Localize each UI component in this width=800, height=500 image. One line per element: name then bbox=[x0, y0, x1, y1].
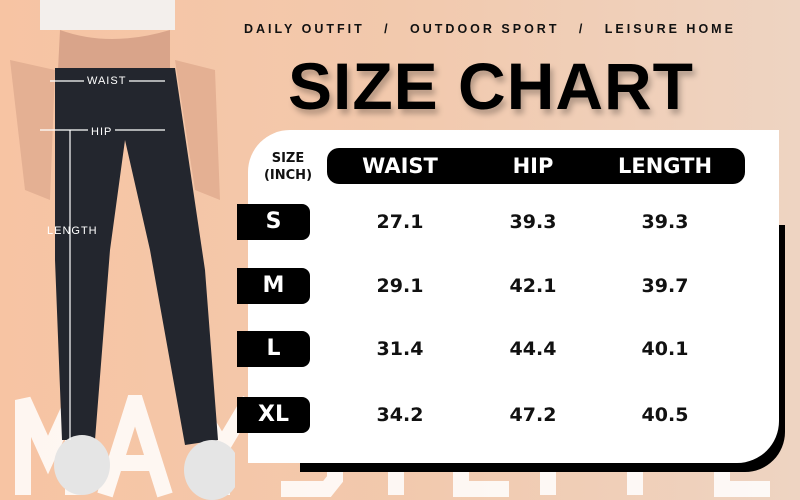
watermark-glyph bbox=[97, 395, 173, 498]
waist-measure-label: WAIST bbox=[84, 75, 130, 87]
size-unit-header: SIZE (INCH) bbox=[256, 150, 320, 184]
size-table-card bbox=[248, 130, 779, 463]
table-cell: 31.4 bbox=[376, 338, 424, 360]
table-cell: 34.2 bbox=[376, 404, 424, 426]
table-cell: 27.1 bbox=[376, 211, 424, 233]
size-header-label: SIZE bbox=[271, 151, 305, 166]
model-photo bbox=[10, 0, 235, 500]
table-cell: 39.3 bbox=[641, 211, 689, 233]
column-header-hip: HIP bbox=[512, 154, 554, 178]
column-header-length: LENGTH bbox=[617, 154, 713, 178]
size-label: L bbox=[237, 331, 310, 367]
column-header-waist: WAIST bbox=[362, 154, 438, 178]
unit-header-label: (INCH) bbox=[263, 168, 313, 183]
size-label: S bbox=[237, 204, 310, 240]
size-label: XL bbox=[237, 397, 310, 433]
table-cell: 40.1 bbox=[641, 338, 689, 360]
hip-measure-label: HIP bbox=[88, 126, 116, 138]
table-cell: 47.2 bbox=[509, 404, 557, 426]
size-label: M bbox=[237, 268, 310, 304]
table-cell: 42.1 bbox=[509, 275, 557, 297]
table-cell: 40.5 bbox=[641, 404, 689, 426]
table-cell: 39.7 bbox=[641, 275, 689, 297]
page-title: SIZE CHART bbox=[288, 49, 694, 123]
table-cell: 44.4 bbox=[509, 338, 557, 360]
table-cell: 39.3 bbox=[509, 211, 557, 233]
table-cell: 29.1 bbox=[376, 275, 424, 297]
length-measure-label: LENGTH bbox=[47, 225, 98, 237]
tagline: DAILY OUTFIT / OUTDOOR SPORT / LEISURE H… bbox=[244, 22, 736, 36]
table-header: WAIST HIP LENGTH bbox=[327, 148, 745, 184]
